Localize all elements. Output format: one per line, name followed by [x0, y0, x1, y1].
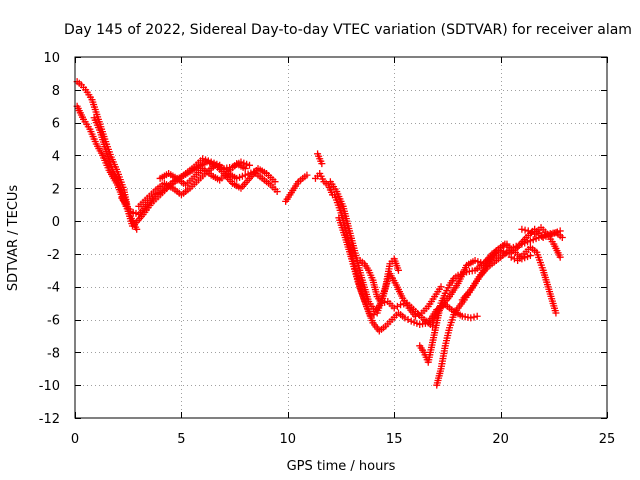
data-point	[241, 165, 249, 173]
data-point	[507, 253, 515, 261]
x-tick-label: 5	[177, 432, 185, 447]
data-point	[318, 160, 326, 168]
series-track-g	[156, 160, 249, 189]
data-point	[526, 252, 534, 260]
data-point	[521, 226, 529, 234]
series-track-t	[518, 224, 564, 261]
series-track-h	[282, 171, 311, 205]
y-tick-label: -6	[47, 314, 60, 329]
data-point	[552, 309, 560, 317]
series-track-n	[356, 255, 402, 307]
data-point	[397, 301, 405, 309]
x-tick-label: 25	[599, 432, 616, 447]
y-tick-label: 0	[52, 215, 60, 230]
x-axis-label: GPS time / hours	[287, 459, 396, 474]
data-point	[394, 266, 402, 274]
series-track-m	[335, 214, 445, 320]
data-point	[390, 304, 398, 312]
data-point	[437, 283, 445, 291]
y-tick-label: 10	[43, 51, 60, 66]
data-point	[556, 253, 564, 261]
plot-frame	[74, 56, 608, 419]
y-tick-label: 2	[52, 182, 60, 197]
data-point	[411, 312, 419, 320]
data-point	[470, 313, 478, 321]
data-point	[133, 225, 141, 233]
y-tick-label: -8	[47, 346, 60, 361]
y-axis-label: SDTVAR / TECUs	[6, 185, 21, 292]
data-point	[415, 311, 423, 319]
x-tick-label: 20	[492, 432, 509, 447]
y-tick-label: -10	[39, 379, 60, 394]
data-point	[245, 161, 253, 169]
y-tick-label: -4	[47, 281, 60, 296]
data-point	[393, 302, 401, 310]
data-point	[401, 314, 409, 322]
series-track-f	[135, 161, 279, 210]
data-point	[473, 312, 481, 320]
y-tick-label: -2	[47, 248, 60, 263]
data-point	[467, 314, 475, 322]
data-point	[518, 225, 526, 233]
y-tick-label: 6	[52, 117, 60, 132]
data-point	[524, 227, 532, 235]
series-track-j	[314, 150, 326, 168]
data-points	[73, 78, 566, 389]
data-point	[558, 234, 566, 241]
chart-title: Day 145 of 2022, Sidereal Day-to-day VTE…	[64, 22, 632, 38]
y-tick-label: -12	[39, 412, 60, 427]
y-tick-label: 4	[52, 149, 60, 164]
x-tick-label: 15	[386, 432, 403, 447]
data-point	[404, 316, 412, 324]
data-point	[367, 312, 375, 320]
series-track-c	[90, 114, 130, 207]
data-point	[556, 227, 564, 235]
series-track-s	[507, 243, 560, 317]
y-tick-label: 8	[52, 84, 60, 99]
data-point	[273, 188, 281, 196]
x-tick-label: 0	[71, 432, 79, 447]
data-point	[271, 178, 279, 186]
series-track-e	[131, 155, 281, 228]
data-point	[370, 311, 378, 319]
series-track-k	[326, 178, 437, 330]
x-tick-label: 10	[280, 432, 297, 447]
axis-ticks: 0 5 10 15 20 25 -12 -10 -8 -6 -4 -2 0 2 4 6 8 10	[39, 51, 616, 447]
data-point	[303, 171, 311, 179]
